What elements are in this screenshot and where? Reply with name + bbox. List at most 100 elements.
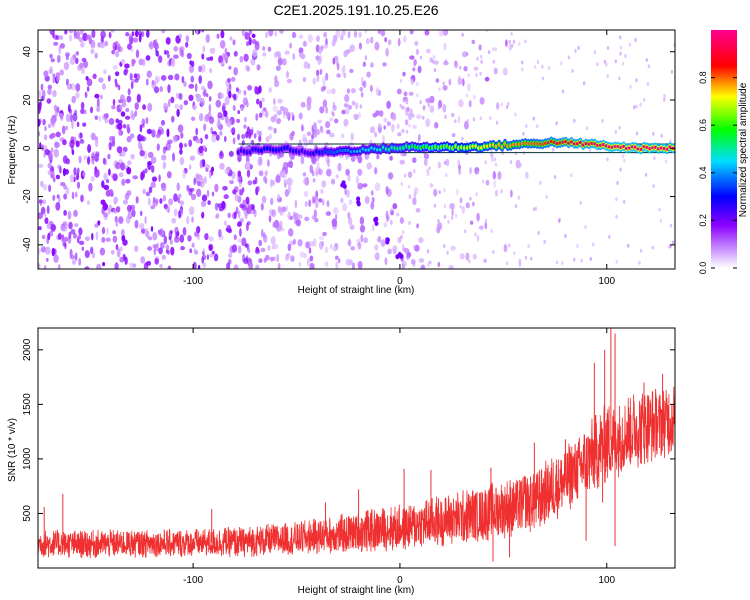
noise-cell	[323, 31, 327, 38]
noise-cell	[416, 223, 419, 229]
noise-cell	[250, 129, 254, 136]
noise-cell	[475, 73, 478, 77]
noise-cell	[41, 234, 46, 240]
noise-cell	[222, 185, 228, 191]
noise-cell	[297, 214, 303, 219]
noise-cell	[443, 204, 447, 209]
spectrogram-ridge	[236, 136, 675, 159]
noise-cell	[561, 261, 564, 266]
noise-cell	[510, 31, 513, 36]
noise-cell	[573, 257, 576, 262]
noise-cell	[358, 32, 362, 38]
noise-cell	[514, 151, 517, 156]
noise-cell	[200, 97, 205, 107]
noise-cell	[606, 157, 609, 162]
noise-cell	[464, 229, 467, 234]
noise-cell	[376, 154, 380, 160]
noise-cell	[103, 69, 107, 74]
noise-cell	[308, 139, 314, 144]
noise-cell	[400, 105, 406, 110]
noise-cell	[450, 245, 456, 251]
noise-cell	[145, 117, 149, 125]
noise-cell	[303, 61, 309, 69]
noise-cell	[277, 98, 283, 104]
noise-cell	[139, 150, 145, 157]
noise-cell	[336, 73, 341, 78]
noise-cell	[127, 88, 131, 96]
x-tick-label: 100	[598, 276, 615, 287]
noise-cell	[433, 68, 437, 73]
noise-cell	[60, 182, 66, 187]
noise-cell	[343, 72, 347, 79]
noise-cell	[78, 257, 82, 266]
noise-cell	[262, 46, 266, 51]
noise-cell	[177, 197, 180, 204]
noise-cell	[332, 111, 335, 117]
noise-cell	[484, 258, 487, 263]
noise-cell	[126, 167, 132, 175]
noise-cell	[643, 97, 646, 102]
noise-cell	[322, 231, 327, 237]
noise-cell	[84, 266, 90, 269]
noise-cell	[412, 262, 416, 267]
noise-cell	[186, 216, 190, 225]
y-tick-label: 20	[22, 94, 33, 106]
spectrogram-y-label: Frequency (Hz)	[7, 116, 18, 185]
noise-cell	[61, 236, 65, 243]
noise-cell	[124, 115, 131, 120]
noise-cell	[94, 223, 99, 228]
noise-cell	[151, 156, 157, 164]
diagonal-trace-cell	[374, 216, 379, 222]
noise-cell	[114, 262, 119, 269]
y-tick-label: 0	[22, 145, 33, 151]
noise-cell	[349, 68, 354, 74]
noise-cell	[511, 43, 514, 48]
noise-cell	[525, 124, 528, 128]
noise-cell	[405, 129, 409, 134]
noise-cell	[437, 161, 441, 169]
noise-cell	[120, 111, 126, 117]
noise-cell	[265, 136, 270, 143]
noise-cell	[352, 262, 355, 269]
noise-cell	[213, 253, 219, 262]
noise-cell	[472, 201, 475, 207]
noise-cell	[168, 198, 174, 206]
noise-cell	[380, 239, 386, 247]
noise-cell	[404, 119, 409, 126]
noise-cell	[571, 68, 574, 73]
noise-cell	[321, 180, 327, 188]
noise-cell	[298, 52, 305, 58]
noise-cell	[399, 103, 402, 108]
noise-cell	[386, 121, 391, 127]
noise-cell	[434, 122, 439, 129]
noise-cell	[58, 113, 64, 118]
noise-cell	[624, 54, 627, 59]
noise-cell	[332, 104, 337, 111]
noise-cell	[121, 234, 126, 242]
noise-cell	[198, 65, 203, 73]
noise-cell	[228, 65, 232, 70]
noise-cell	[567, 55, 571, 60]
noise-cell	[444, 59, 448, 64]
noise-cell	[147, 102, 153, 112]
noise-cell	[254, 264, 259, 269]
noise-cell	[223, 194, 229, 200]
noise-cell	[258, 130, 262, 138]
noise-cell	[216, 120, 222, 129]
noise-cell	[524, 255, 528, 260]
noise-cell	[357, 182, 364, 190]
noise-cell	[409, 55, 415, 60]
noise-cell	[287, 211, 291, 220]
noise-cell	[265, 254, 270, 261]
noise-cell	[320, 188, 324, 194]
noise-cell	[335, 214, 338, 220]
noise-cell	[349, 259, 353, 266]
noise-cell	[303, 177, 308, 185]
noise-cell	[289, 42, 292, 49]
noise-cell	[635, 78, 638, 83]
noise-cell	[309, 255, 314, 262]
noise-cell	[50, 147, 54, 153]
noise-cell	[277, 57, 283, 66]
noise-cell	[432, 59, 435, 64]
